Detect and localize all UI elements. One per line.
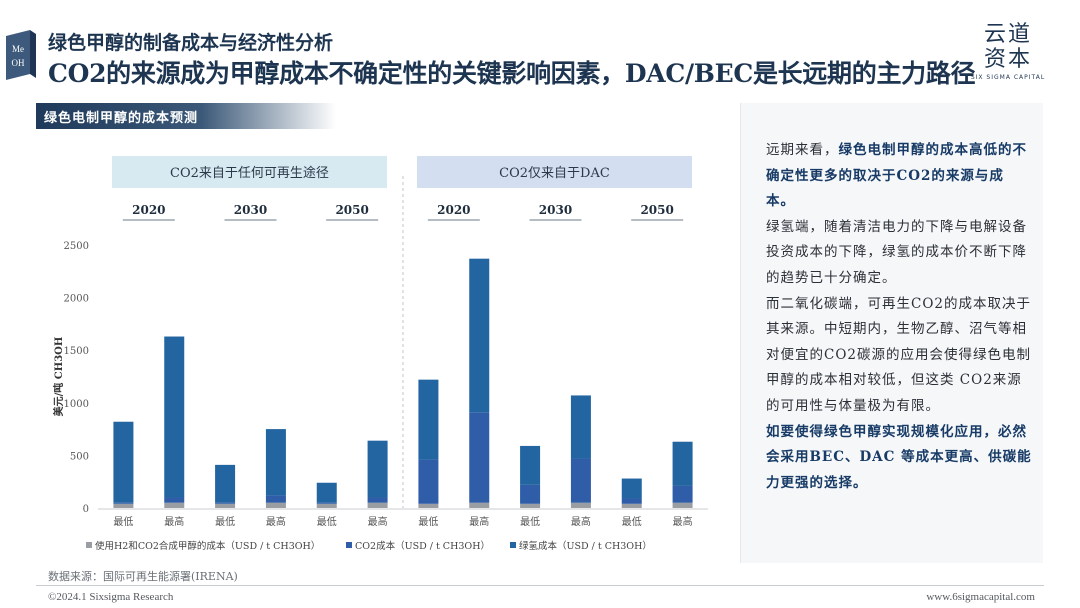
bar-segment [265,502,286,508]
x-tick-label: 最高 [368,515,388,528]
x-tick-label: 最高 [266,515,286,528]
year-label: 2050 [335,203,368,217]
commentary-text: 远期来看，绿色电制甲醇的成本高低的不确定性更多的取决于CO2的来源与成本。 绿氢端… [766,138,1032,496]
bar-segment [265,429,286,496]
legend-swatch [346,542,352,548]
brand-name-line1: 云道 [983,22,1032,47]
commentary-paragraph: 而二氧化碳端，可再生CO2的成本取决于其来源。中短期内，生物乙醇、沼气等相对便宜… [766,292,1032,420]
x-tick-label: 最低 [520,515,540,528]
legend-entry: 绿氢成本（USD / t CH3OH） [519,540,652,552]
year-label: 2020 [132,203,165,217]
year-label: 2050 [640,203,673,217]
logo-text-oh: OH [12,58,25,68]
methanol-logo-icon: Me OH [6,30,36,80]
bar-segment [621,478,642,499]
copyright: ©2024.1 Sixsigma Research [48,591,174,603]
bar-segment [520,503,541,508]
page-subtitle: 绿色甲醇的制备成本与经济性分析 [48,32,334,54]
legend-entry: CO2成本（USD / t CH3OH） [355,540,490,552]
bar-segment [113,503,134,508]
commentary-paragraph: 如要使得绿色甲醇实现规模化应用，必然会采用BEC、DAC 等成本更高、供碳能力更… [766,420,1032,497]
page-title: CO2的来源成为甲醇成本不确定性的关键影响因素，DAC/BEC是长远期的主力路径 [48,59,976,88]
y-tick-label: 1000 [64,399,89,410]
bar-segment [570,502,591,508]
bar-segment [164,336,185,498]
y-tick-label: 2500 [64,241,89,252]
commentary-paragraph: 绿氢端，随着清洁电力的下降与电解设备投资成本的下降，绿氢的成本价不断下降的趋势已… [766,215,1032,292]
bar-segment [164,502,185,508]
group-header-banner [417,156,692,188]
bar-segment [418,379,439,460]
y-tick-label: 2000 [64,294,89,305]
bar-segment [570,395,591,459]
commentary-highlight: 如要使得绿色甲醇实现规模化应用，必然会采用BEC、DAC 等成本更高、供碳能力更… [766,423,1032,491]
bar-segment [672,502,693,508]
bar-segment [469,258,490,413]
x-tick-label: 最低 [622,515,642,528]
footer-divider [36,585,1044,586]
bar-segment [164,497,185,503]
legend-swatch [510,542,516,548]
year-label: 2020 [437,203,470,217]
bar-segment [265,495,286,503]
bar-segment [215,502,236,504]
bar-segment [520,484,541,504]
y-tick-label: 500 [70,451,89,462]
section-label: 绿色电制甲醇的成本预测 [44,111,199,126]
bar-segment [469,412,490,503]
bar-segment [570,458,591,503]
commentary-paragraph: 远期来看，绿色电制甲醇的成本高低的不确定性更多的取决于CO2的来源与成本。 [766,138,1032,215]
commentary-run: 远期来看， [766,142,839,158]
commentary-highlight: 绿色电制甲醇的成本高低的不确定性更多的取决于CO2的来源与成本。 [766,142,1027,210]
bar-segment [621,498,642,504]
y-axis-label: 美元/吨 CH3OH [52,337,65,417]
bar-segment [672,441,693,486]
x-tick-label: 最高 [571,515,591,528]
legend-swatch [86,542,92,548]
y-tick-label: 1500 [64,346,89,357]
website-link: www.6sigmacapital.com [926,591,1035,603]
logo-text-me: Me [12,44,24,54]
bar-segment [367,497,388,503]
data-source: 数据来源：国际可再生能源署(IRENA) [48,570,238,583]
bar-segment [520,445,541,485]
commentary-run: 而二氧化碳端，可再生CO2的成本取决于其来源。中短期内，生物乙醇、沼气等相对便宜… [766,295,1031,414]
bar-segment [672,485,693,503]
commentary-panel [740,103,1043,563]
bar-segment [316,502,337,504]
bar-segment [113,421,134,503]
x-tick-label: 最高 [469,515,489,528]
x-tick-label: 最低 [317,515,337,528]
bar-segment [215,503,236,508]
bar-segment [316,482,337,503]
commentary-run: 绿氢端，随着清洁电力的下降与电解设备投资成本的下降，绿氢的成本价不断下降的趋势已… [766,218,1027,286]
x-tick-label: 最高 [164,515,184,528]
cost-forecast-chart: 0 500 1000 1500 2000 2500 美元/吨 CH3OH CO2来自于任何可再… [52,156,708,552]
bar-segment [215,464,236,503]
bar-segment [113,502,134,504]
brand-name-en: SIX SIGMA CAPITAL [970,74,1046,81]
bar-segment [367,502,388,508]
bar-segment [621,503,642,508]
x-tick-label: 最高 [673,515,693,528]
year-label: 2030 [539,203,572,217]
y-tick-label: 0 [83,504,89,515]
group-header-label: CO2来自于任何可再生途径 [170,165,329,181]
bar-segment [367,440,388,498]
x-tick-label: 最低 [418,515,438,528]
bar-segment [418,503,439,508]
bar-segment [316,503,337,508]
group-header-label: CO2仅来自于DAC [499,166,610,181]
x-tick-label: 最低 [215,515,235,528]
year-label: 2030 [234,203,267,217]
brand-logo: 云道 资本 SIX SIGMA CAPITAL [958,22,1058,81]
group-header-banner [112,156,387,188]
brand-name-line2: 资本 [983,47,1032,72]
bar-segment [469,502,490,508]
bar-segment [418,459,439,504]
x-tick-label: 最低 [113,515,133,528]
section-header-bar [36,103,336,129]
legend-entry: 使用H2和CO2合成甲醇的成本（USD / t CH3OH） [95,540,320,552]
